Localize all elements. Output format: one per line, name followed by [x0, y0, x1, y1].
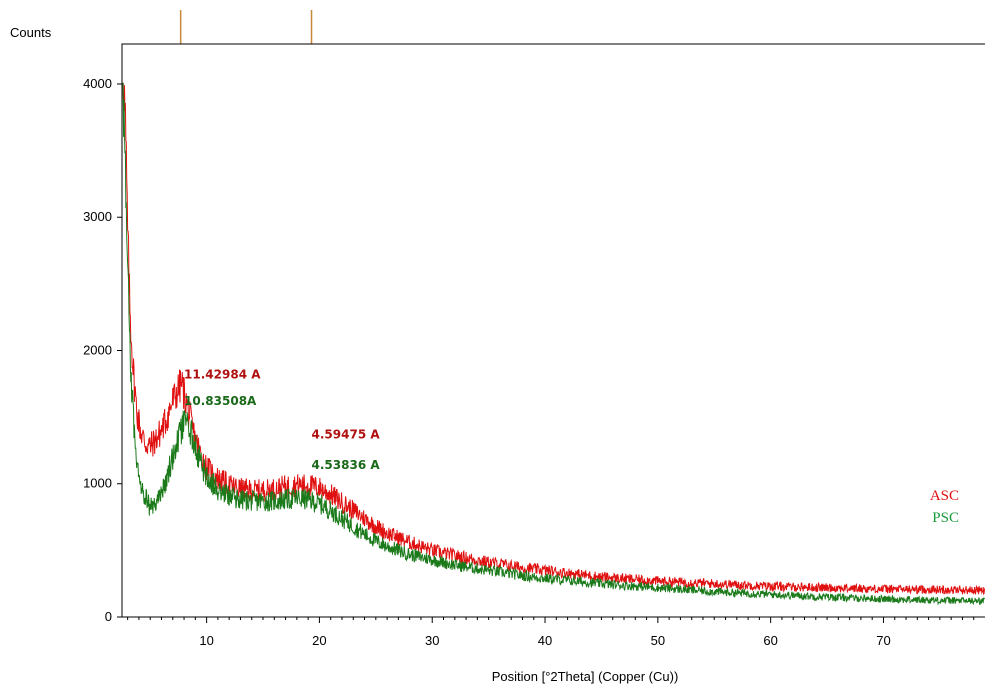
y-tick-label: 0 — [105, 609, 112, 624]
plot-frame — [121, 43, 985, 618]
x-tick-label: 70 — [876, 633, 890, 648]
x-tick-label: 50 — [651, 633, 665, 648]
peak-annotations: 11.42984 A 10.83508A 4.59475 A 4.53836 A — [184, 367, 380, 472]
y-axis-label: Counts — [10, 25, 52, 40]
x-tick-label: 30 — [425, 633, 439, 648]
legend: ASC PSC — [930, 488, 959, 526]
y-axis: 0 1000 2000 3000 4000 — [83, 76, 122, 624]
x-tick-label: 60 — [763, 633, 777, 648]
x-axis-label: Position [°2Theta] (Copper (Cu)) — [492, 669, 679, 684]
x-axis: 10 20 30 40 50 60 70 — [127, 617, 975, 648]
reference-markers — [179, 10, 313, 44]
series-layer — [122, 82, 985, 606]
peak-annotation: 4.53836 A — [312, 458, 381, 472]
series-line-asc — [122, 82, 985, 596]
y-tick-label: 4000 — [83, 76, 112, 91]
y-tick-label: 2000 — [83, 342, 112, 357]
y-tick-label: 1000 — [83, 476, 112, 491]
x-tick-label: 10 — [199, 633, 213, 648]
peak-annotation: 4.59475 A — [312, 427, 381, 441]
x-tick-label: 40 — [538, 633, 552, 648]
x-tick-label: 20 — [312, 633, 326, 648]
series-line-psc — [122, 83, 985, 606]
legend-entry-asc: ASC — [930, 488, 959, 504]
legend-entry-psc: PSC — [932, 510, 959, 526]
peak-annotation: 10.83508A — [184, 394, 257, 408]
peak-annotation: 11.42984 A — [184, 367, 261, 381]
y-tick-label: 3000 — [83, 209, 112, 224]
